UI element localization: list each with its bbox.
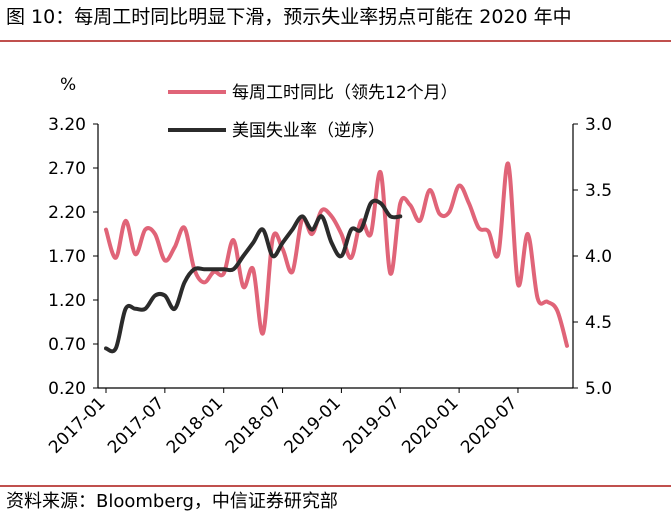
left-tick-label: 2.70 bbox=[48, 159, 86, 179]
x-tick-label: 2019-01 bbox=[281, 393, 345, 457]
left-tick-label: 2.20 bbox=[48, 203, 86, 223]
right-tick-label: 4.5 bbox=[585, 313, 612, 333]
series-layer bbox=[104, 161, 569, 354]
x-tick-label: 2017-01 bbox=[45, 393, 109, 457]
x-tick-label: 2019-07 bbox=[339, 393, 403, 457]
x-tick-label: 2017-07 bbox=[104, 393, 168, 457]
left-tick-label: 3.20 bbox=[48, 115, 86, 135]
legend: 每周工时同比（领先12个月） 美国失业率（逆序） bbox=[168, 83, 458, 141]
legend-label: 美国失业率（逆序） bbox=[232, 121, 385, 141]
x-tick-label: 2020-01 bbox=[398, 393, 462, 457]
x-tick-label: 2018-01 bbox=[163, 393, 227, 457]
legend-label: 每周工时同比（领先12个月） bbox=[232, 83, 458, 103]
right-tick-label: 3.0 bbox=[585, 115, 612, 135]
right-tick-label: 3.5 bbox=[585, 181, 612, 201]
left-tick-label: 1.70 bbox=[48, 247, 86, 267]
series-hours-line bbox=[104, 161, 569, 348]
x-tick-label: 2020-07 bbox=[457, 393, 521, 457]
source-rule bbox=[0, 485, 671, 487]
title-rule bbox=[0, 40, 671, 42]
left-tick-label: 0.20 bbox=[48, 379, 86, 399]
x-tick-label: 2018-07 bbox=[222, 393, 286, 457]
right-tick-label: 4.0 bbox=[585, 247, 612, 267]
series-unemployment-line bbox=[104, 198, 403, 354]
left-tick-label: 1.20 bbox=[48, 291, 86, 311]
left-axis-unit: % bbox=[60, 75, 76, 95]
left-tick-label: 0.70 bbox=[48, 335, 86, 355]
figure-title: 图 10：每周工时同比明显下滑，预示失业率拐点可能在 2020 年中 bbox=[6, 6, 572, 28]
right-tick-label: 5.0 bbox=[585, 379, 612, 399]
source-note: 资料来源：Bloomberg，中信证券研究部 bbox=[6, 491, 338, 512]
